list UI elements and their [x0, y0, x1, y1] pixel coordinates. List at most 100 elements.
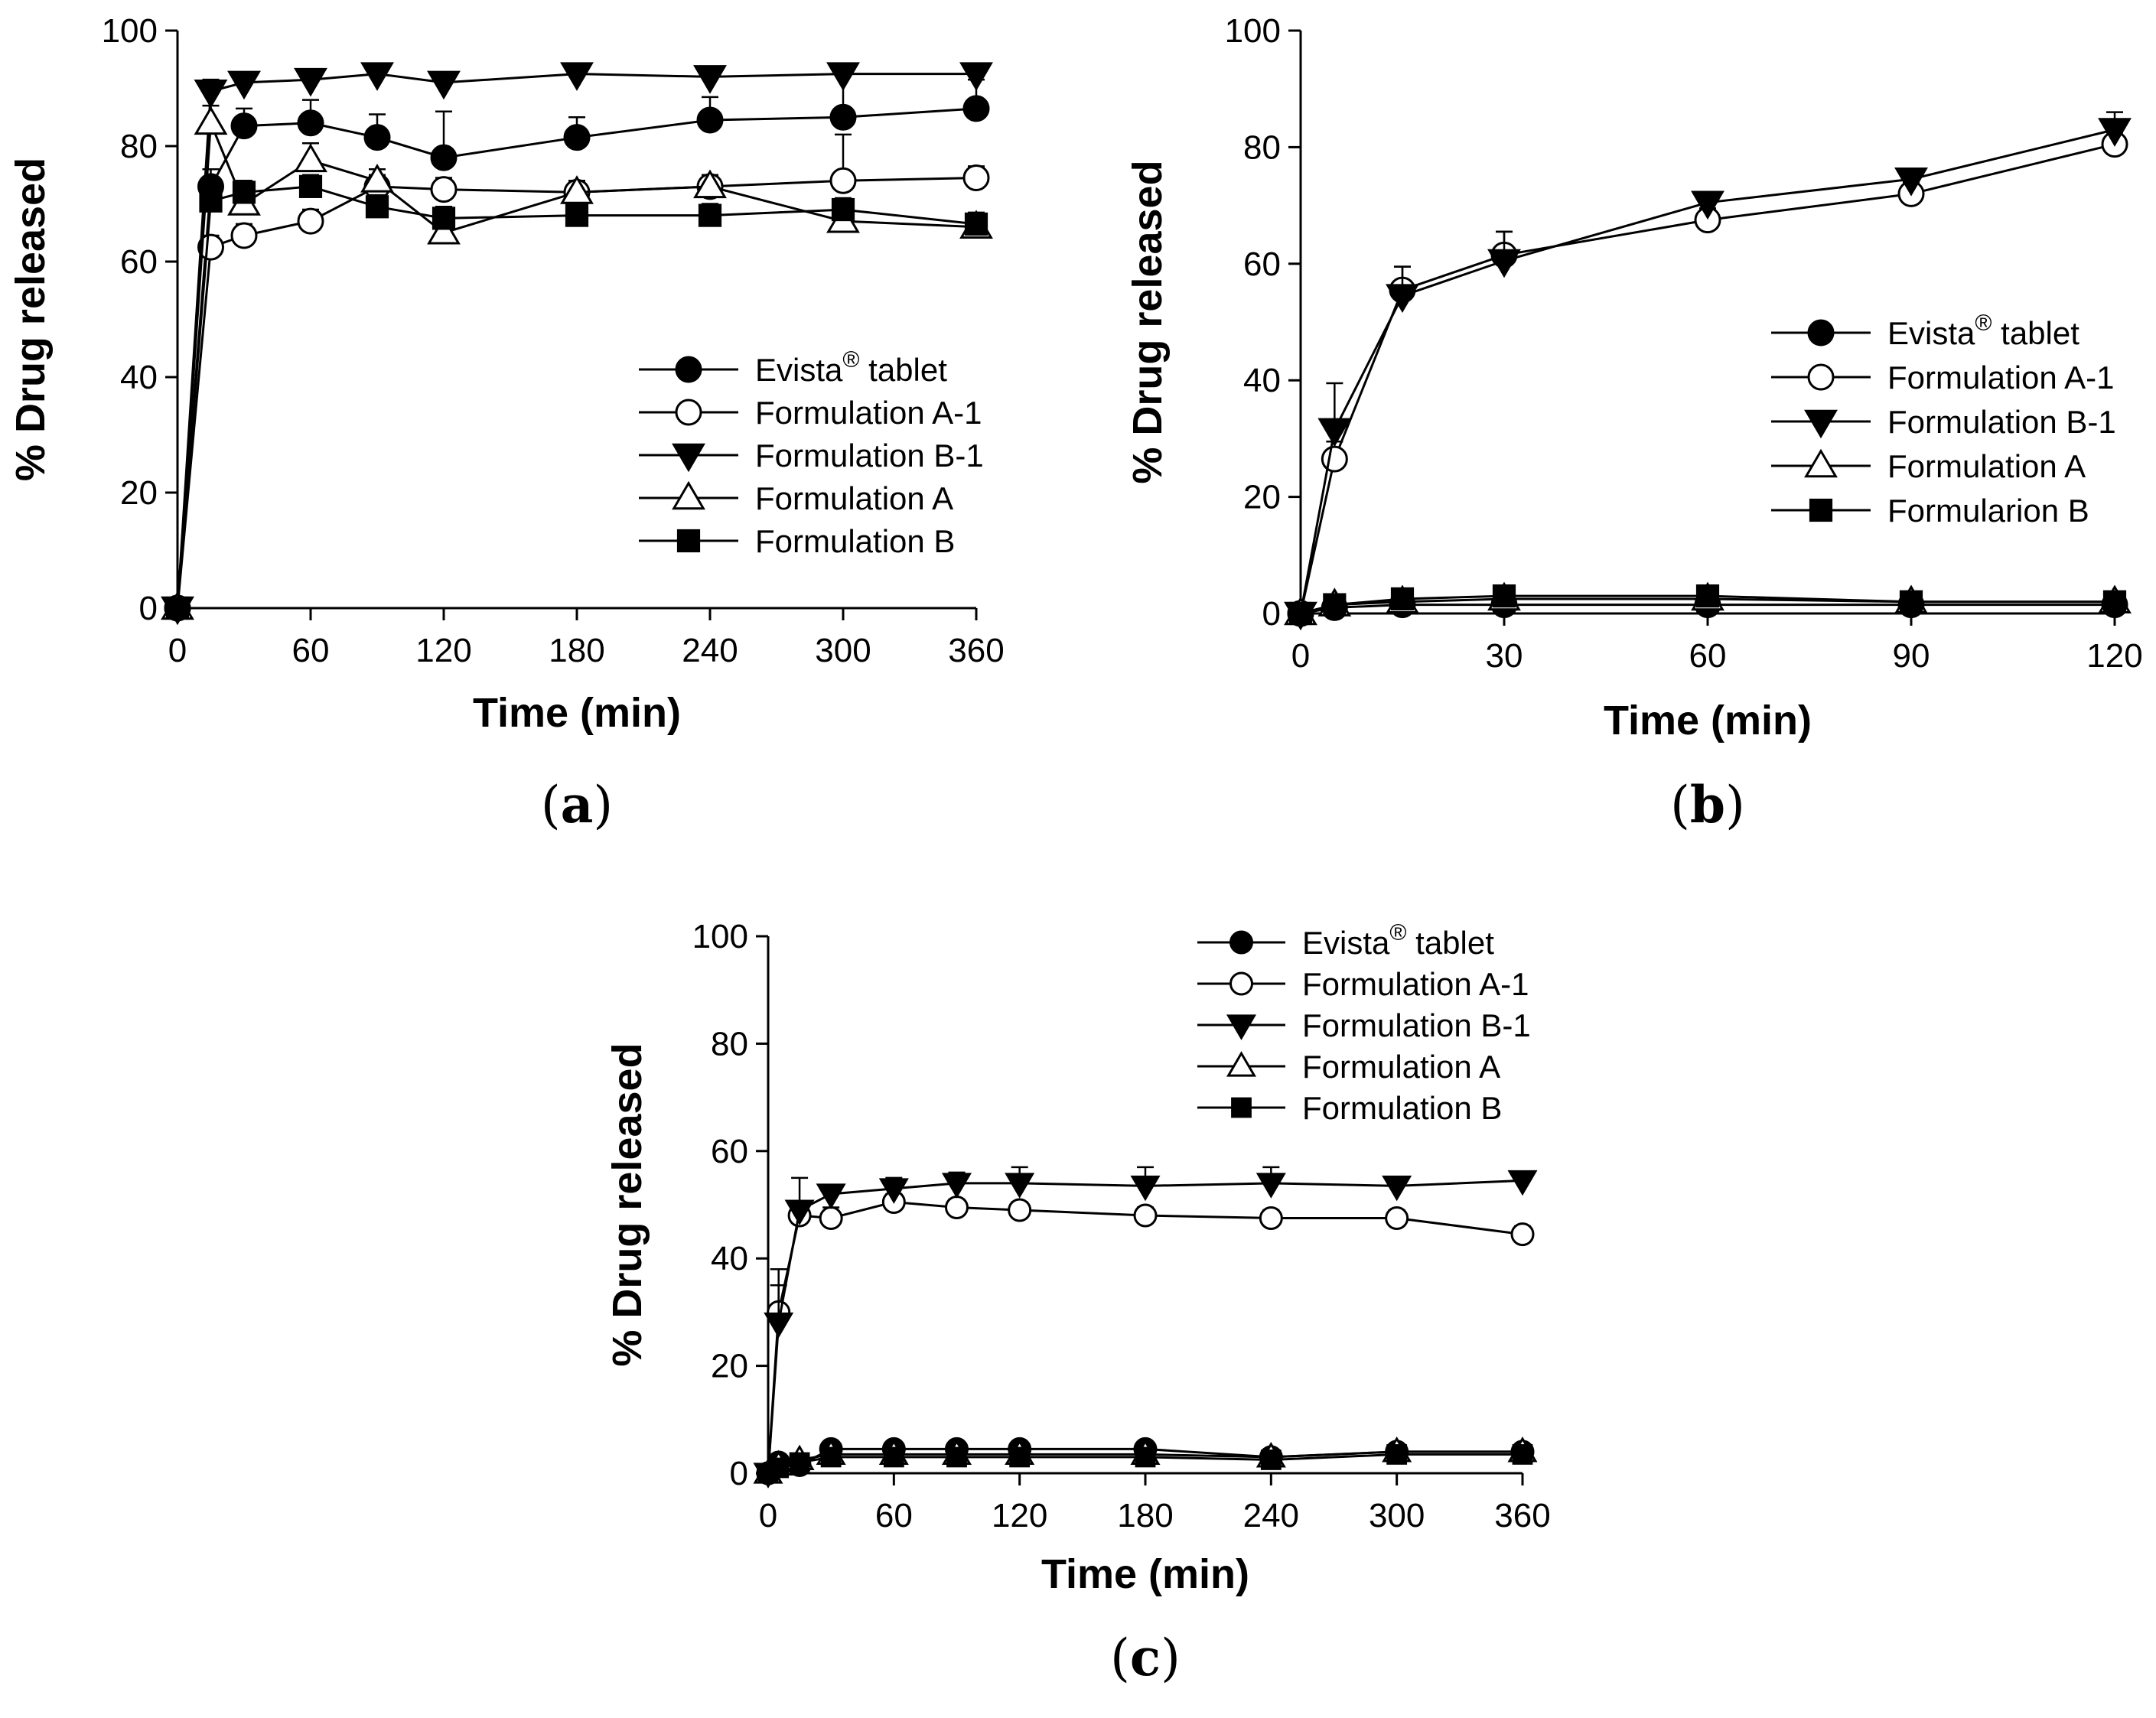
panel-c-series-formulation-b-point	[1260, 1450, 1282, 1470]
panel-c-legend-item-formulation-b-1-marker	[1226, 1014, 1257, 1040]
panel-c-series-formulation-b-point	[768, 1457, 790, 1479]
panel-c-series-formulation-b-1-point	[764, 1312, 794, 1339]
panel-a-x-tick-label: 360	[948, 632, 1004, 669]
panel-c-x-tick-label: 240	[1243, 1497, 1299, 1534]
panel-a-series-formulation-a-1-point	[230, 222, 258, 249]
panel-a-series-formulation-b-1-point	[826, 62, 860, 91]
panel-b-series-formularion-b-point	[1899, 590, 1923, 613]
panel-a-series-formulation-b-point	[365, 195, 389, 219]
panel-a-legend-item-formulation-b-marker	[676, 529, 701, 553]
panel-c-legend-item-formulation-a: Formulation A	[1197, 1049, 1500, 1085]
panel-c-series-formulation-a-1-point	[1008, 1198, 1032, 1222]
panel-a-series-formulation-b-1-point	[227, 70, 261, 100]
panel-a-series-evista-line	[176, 107, 977, 609]
panel-a-y-tick-label: 40	[120, 359, 158, 396]
panel-a-series-formulation-a-1-point	[962, 164, 990, 192]
panel-b-series-formularion-b-point	[1288, 601, 1313, 626]
panel-c-series-formulation-b-point	[789, 1452, 810, 1473]
panel-b-series-formularion-b-point	[1323, 593, 1347, 617]
panel-a-legend-item-formulation-b-1: Formulation B-1	[639, 438, 984, 473]
panel-a-series-formulation-b-1-line	[176, 73, 976, 609]
panel-a-x-tick-label: 60	[292, 632, 330, 669]
panel-a-y-tick-label: 100	[102, 12, 158, 50]
panel-b-legend-item-evista: Evista® tablet	[1771, 311, 2079, 351]
panel-b-x-tick-label: 120	[2086, 637, 2142, 675]
panel-a-legend-item-formulation-a-1-marker	[675, 399, 702, 426]
panel-b-series-formularion-b	[1288, 584, 2127, 626]
panel-c-legend: Evista® tablet Formulation A-1 Formulation…	[1197, 920, 1531, 1126]
panel-c-series-formulation-a-1-line	[767, 1200, 1523, 1474]
panel-a-legend-item-evista-marker	[675, 356, 702, 383]
panel-c-x-axis-label: Time (min)	[1041, 1551, 1249, 1597]
panel-c-series-formulation-b-point	[1386, 1444, 1408, 1465]
panel-b: 0 30 60 90 120 0 20 40 60 80 100 Time (min) % Drug r…	[1125, 12, 2143, 835]
panel-c-legend-item-formulation-b-1-label: Formulation B-1	[1302, 1007, 1531, 1043]
panel-c-series-formulation-b-1-point	[1130, 1175, 1161, 1202]
panel-c-legend-item-formulation-a-1: Formulation A-1	[1197, 966, 1529, 1002]
panel-a-x-tick-label: 0	[168, 632, 187, 669]
panel-a-series-evista-point	[962, 95, 990, 122]
panel-b-legend-item-formulation-a-1-label: Formulation A-1	[1887, 360, 2114, 395]
panel-a-series-formulation-a-point	[693, 169, 727, 199]
panel-c-x-tick-label: 300	[1369, 1497, 1425, 1534]
panel-a-y-axis-label: % Drug released	[8, 158, 54, 481]
panel-b-series-formulation-b-1-point	[1487, 249, 1521, 278]
panel-a-series-formulation-a-1-point	[430, 176, 458, 203]
panel-b-series-formularion-b-point	[1695, 584, 1720, 608]
panel-a-series-evista-point	[829, 103, 857, 131]
panel-b-legend-item-formulation-a-1-marker	[1807, 363, 1835, 391]
panel-c-series-formulation-a-1-point	[1259, 1206, 1283, 1231]
panel-a-y-tick-label: 60	[120, 243, 158, 281]
panel-a-series-formulation-b-line	[176, 185, 977, 609]
panel-a-y-tick-label: 0	[139, 590, 158, 627]
panel-a-series-formulation-b-1-point	[693, 65, 727, 94]
panel-a-legend-item-formulation-a: Formulation A	[639, 480, 953, 516]
panel-c-y-tick-label: 20	[711, 1348, 748, 1385]
panel-a-legend-item-formulation-b-1-label: Formulation B-1	[755, 438, 984, 473]
panel-a-x-tick-label: 180	[549, 632, 604, 669]
panel-c-series-formulation-b-1-point	[1382, 1175, 1412, 1202]
panel-b-x-tick-label: 30	[1486, 637, 1523, 675]
panel-a-series-formulation-b-point	[698, 203, 722, 227]
panel-a-series-formulation-b	[165, 174, 988, 620]
panel-c-series-formulation-b-point	[1135, 1446, 1156, 1468]
panel-a-x-tick-label: 120	[415, 632, 471, 669]
panel-b-series-formulation-b-1-point	[1691, 190, 1724, 220]
panel-a-series-formulation-b-point	[199, 189, 223, 213]
panel-a-series-formulation-b-point	[565, 203, 589, 227]
panel-c-legend-item-formulation-b-marker	[1231, 1097, 1252, 1118]
panel-b-legend-item-formulation-a: Formulation A	[1771, 448, 2086, 484]
panel-a-series-evista-point	[297, 109, 324, 137]
panel-b-caption: (b)	[1670, 775, 1745, 835]
panel-c-series-formulation-a-1-point	[1133, 1203, 1158, 1228]
panel-b-series-formulation-a-1-point	[1321, 445, 1348, 473]
panel-b-series-formularion-b-point	[1390, 587, 1415, 611]
panel-a-x-axis-label: Time (min)	[473, 690, 681, 736]
panel-b-legend-item-formulation-a-label: Formulation A	[1887, 448, 2086, 484]
panel-c-series-formulation-a-1-point	[819, 1206, 843, 1231]
panel-b-y-axis-label: % Drug released	[1125, 160, 1171, 483]
panel-a-series-formulation-b-1-point	[194, 79, 228, 109]
panel-c-y-axis-label: % Drug released	[604, 1043, 650, 1366]
panel-a-series-formulation-b-1-point	[959, 62, 993, 91]
panel-c-series-formulation-a-1-point	[945, 1196, 969, 1220]
panel-a-series-evista-point	[363, 124, 391, 151]
panel-b-y-tick-label: 0	[1262, 595, 1281, 633]
panel-c-y-tick-label: 0	[730, 1455, 748, 1492]
panel-a-x-tick-label: 300	[815, 632, 871, 669]
panel-c-series-formulation-b-point	[820, 1446, 842, 1468]
panel-c-series-formulation-b-1-point	[1507, 1170, 1538, 1196]
panel-b-legend-item-formulation-a-marker	[1804, 448, 1838, 478]
panel-b-legend-item-formulation-b-1-marker	[1804, 409, 1838, 439]
panel-c-legend-item-evista-label: Evista® tablet	[1302, 920, 1494, 961]
panel-c-legend-item-evista: Evista® tablet	[1197, 920, 1494, 961]
panel-b-legend-item-evista-marker	[1807, 319, 1835, 347]
panel-b-series-formulation-b-1-point	[2098, 118, 2132, 147]
panel-a-caption: (a)	[541, 775, 613, 835]
panel-a-series-formulation-b-point	[298, 174, 323, 198]
panel-c-series-formulation-b-1-point	[878, 1178, 909, 1204]
panel-c-y-tick-label: 40	[711, 1240, 748, 1277]
panel-a-series-evista-point	[430, 144, 458, 171]
panel-a-series-formulation-b-point	[831, 197, 855, 222]
